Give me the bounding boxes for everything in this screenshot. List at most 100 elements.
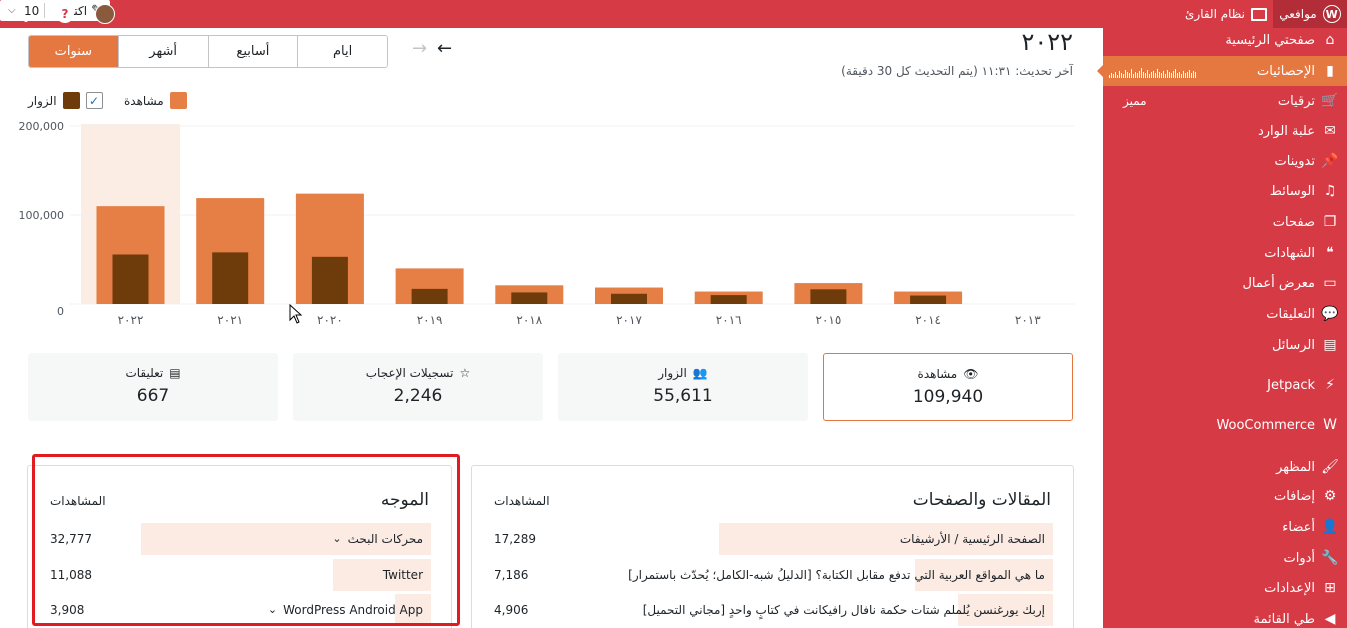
wrench-icon: 🔧 bbox=[1321, 550, 1339, 566]
my-sites-button[interactable]: موافعي W bbox=[1273, 0, 1347, 28]
chevron-down-icon[interactable]: ⌄ bbox=[332, 532, 342, 545]
sidebar-item-stats[interactable]: ▮ الإحصائيات bbox=[1097, 56, 1347, 86]
x-tick-label: ٢٠١٤ bbox=[915, 313, 941, 327]
visitors-bar[interactable] bbox=[810, 289, 847, 304]
share-bar bbox=[333, 559, 431, 591]
write-button[interactable]: ⌵ 10 اكتب ✎ bbox=[0, 0, 110, 21]
list-item[interactable]: ما هي المواقع العربية التي تدفع مقابل ال… bbox=[492, 559, 1053, 591]
list-item-value: 3,908 bbox=[50, 603, 85, 617]
stats-sparkline bbox=[1109, 65, 1197, 78]
referrers-panel: الموجه المشاهدات محركات البحث ⌄ 32,777 Twit… bbox=[27, 465, 452, 628]
list-item[interactable]: محركات البحث ⌄ 32,777 bbox=[48, 523, 431, 555]
stat-label: تعليقات bbox=[125, 366, 164, 380]
list-item-label[interactable]: الصفحة الرئيسية / الأرشيفات bbox=[900, 532, 1045, 546]
stat-card-star[interactable]: تسجيلات الإعجاب ☆ 2,246 bbox=[293, 353, 543, 421]
sidebar-item-cart[interactable]: 🛒 ترقيات مميز bbox=[1103, 86, 1347, 116]
list-item-value: 11,088 bbox=[50, 568, 92, 582]
x-tick-label: ٢٠١٨ bbox=[516, 313, 542, 327]
list-item-text: الصفحة الرئيسية / الأرشيفات bbox=[899, 532, 1045, 546]
list-item-label[interactable]: WordPress Android App ⌄ bbox=[268, 603, 423, 617]
legend-views-label: مشاهدة bbox=[124, 93, 164, 108]
sidebar-item-collapse[interactable]: ◀ طي القائمة bbox=[1103, 604, 1347, 628]
sidebar-item-label: التعليقات bbox=[1266, 306, 1315, 322]
list-item-label[interactable]: Twitter bbox=[383, 568, 423, 582]
notifications-button[interactable] bbox=[18, 0, 34, 28]
legend-views-swatch bbox=[169, 92, 187, 109]
sidebar-item-pin[interactable]: 📌 تدوينات bbox=[1103, 146, 1347, 176]
sidebar-item-media[interactable]: ♫ الوسائط bbox=[1103, 176, 1347, 206]
sidebar-item-wrench[interactable]: 🔧 أدوات bbox=[1103, 543, 1347, 573]
legend-visitors-swatch bbox=[62, 92, 80, 109]
jetpack-icon: ⚡ bbox=[1325, 377, 1335, 393]
sidebar-item-brush[interactable]: 🖌 المظهر bbox=[1103, 452, 1347, 482]
next-arrow-icon[interactable]: → bbox=[412, 38, 428, 59]
stat-value: 55,611 bbox=[653, 386, 713, 406]
visitors-bar[interactable] bbox=[710, 295, 747, 304]
sidebar-item-feedback[interactable]: ▤ الرسائل bbox=[1103, 330, 1347, 360]
admin-bar: موافعي W نظام القارئ ? ⌵ 10 اكتب ✎ bbox=[0, 0, 1347, 28]
sidebar-item-comment[interactable]: 💬 التعليقات bbox=[1103, 299, 1347, 329]
legend-visitors: الزوار ✓ bbox=[28, 92, 103, 109]
list-item[interactable]: Twitter 11,088 bbox=[48, 559, 431, 591]
sidebar-item-settings[interactable]: ⊞ الإعدادات bbox=[1103, 573, 1347, 603]
avatar bbox=[95, 4, 115, 24]
visitors-bar[interactable] bbox=[611, 293, 647, 304]
x-tick-label: ٢٠٢٢ bbox=[118, 313, 144, 327]
reader-button[interactable]: نظام القارئ bbox=[1185, 0, 1267, 28]
posts-panel-column: المشاهدات bbox=[494, 494, 550, 508]
page-title: ٢٠٢٢ bbox=[1021, 28, 1073, 56]
sidebar-item-label: صفحات bbox=[1272, 214, 1315, 230]
stat-card-eye[interactable]: مشاهدة 👁 109,940 bbox=[823, 353, 1073, 421]
x-tick-label: ٢٠١٥ bbox=[816, 313, 842, 327]
tab-weeks[interactable]: أسابيع bbox=[207, 36, 298, 67]
tab-years[interactable]: سنوات bbox=[29, 36, 118, 67]
sidebar-item-user[interactable]: 👤 أعضاء bbox=[1103, 512, 1347, 542]
visitors-bar[interactable] bbox=[411, 288, 448, 304]
sidebar-item-jetpack[interactable]: ⚡ Jetpack bbox=[1103, 370, 1347, 400]
sidebar-item-pages[interactable]: ❐ صفحات bbox=[1103, 207, 1347, 237]
x-tick-label: ٢٠١٦ bbox=[716, 313, 742, 327]
y-tick-label: 200,000 bbox=[19, 120, 65, 133]
star-icon: ☆ bbox=[459, 366, 471, 380]
sidebar-item-testimonial[interactable]: ❝ الشهادات bbox=[1103, 238, 1347, 268]
visitors-bar[interactable] bbox=[511, 292, 548, 304]
chevron-down-icon[interactable]: ⌄ bbox=[267, 603, 278, 616]
sidebar: ⌂ صفحتي الرئيسية ▮ الإحصائيات 🛒 ترقيات مميز ✉ عل… bbox=[1097, 25, 1347, 628]
sidebar-item-plugin[interactable]: ⚙ إضافات bbox=[1103, 481, 1347, 511]
list-item-value: 17,289 bbox=[494, 532, 536, 546]
list-item-value: 4,906 bbox=[494, 603, 529, 617]
sidebar-item-portfolio[interactable]: ▭ معرض أعمال bbox=[1103, 268, 1347, 298]
sidebar-item-label: ترقيات bbox=[1277, 93, 1315, 109]
stat-label: تسجيلات الإعجاب bbox=[365, 366, 454, 380]
list-item-label[interactable]: محركات البحث ⌄ bbox=[332, 532, 423, 546]
sidebar-item-label: الإعدادات bbox=[1264, 580, 1315, 596]
visitors-bar[interactable] bbox=[112, 254, 149, 304]
media-icon: ♫ bbox=[1323, 183, 1337, 199]
tab-months[interactable]: أشهر bbox=[117, 36, 208, 67]
share-bar bbox=[914, 559, 1053, 591]
sidebar-item-home[interactable]: ⌂ صفحتي الرئيسية bbox=[1103, 25, 1347, 55]
stats-main: سنوات أشهر أسابيع ايام → ← ٢٠٢٢ آخر تحدي… bbox=[0, 28, 1103, 628]
post-count-select[interactable]: 10 bbox=[24, 3, 40, 18]
visitors-bar[interactable] bbox=[212, 252, 249, 304]
list-item[interactable]: WordPress Android App ⌄ 3,908 bbox=[48, 594, 431, 626]
tab-days[interactable]: ايام bbox=[297, 36, 387, 67]
list-item-label[interactable]: ما هي المواقع العربية التي تدفع مقابل ال… bbox=[628, 568, 1045, 582]
visitors-bar[interactable] bbox=[910, 295, 947, 304]
chevron-down-icon[interactable]: ⌵ bbox=[8, 5, 16, 16]
stat-card-comment-box[interactable]: تعليقات ▤ 667 bbox=[28, 353, 278, 421]
list-item[interactable]: إربك يورغنسن يُلملم شتات حكمة نافال رافي… bbox=[492, 594, 1053, 626]
prev-arrow-icon[interactable]: ← bbox=[437, 38, 453, 59]
visitors-bar[interactable] bbox=[311, 256, 348, 304]
sidebar-item-mail[interactable]: ✉ علبة الوارد bbox=[1103, 116, 1347, 146]
posts-panel-title: المقالات والصفحات bbox=[912, 490, 1051, 510]
help-button[interactable]: ? bbox=[56, 0, 74, 28]
list-item-label[interactable]: إربك يورغنسن يُلملم شتات حكمة نافال رافي… bbox=[643, 603, 1045, 617]
visitors-checkbox[interactable]: ✓ bbox=[85, 92, 103, 109]
stat-card-people[interactable]: الزوار 👥 55,611 bbox=[558, 353, 808, 421]
sidebar-item-woo[interactable]: W WooCommerce bbox=[1103, 410, 1347, 440]
stat-value: 667 bbox=[136, 386, 170, 406]
portfolio-icon: ▭ bbox=[1323, 275, 1337, 291]
list-item[interactable]: الصفحة الرئيسية / الأرشيفات 17,289 bbox=[492, 523, 1053, 555]
profile-button[interactable] bbox=[95, 0, 115, 28]
